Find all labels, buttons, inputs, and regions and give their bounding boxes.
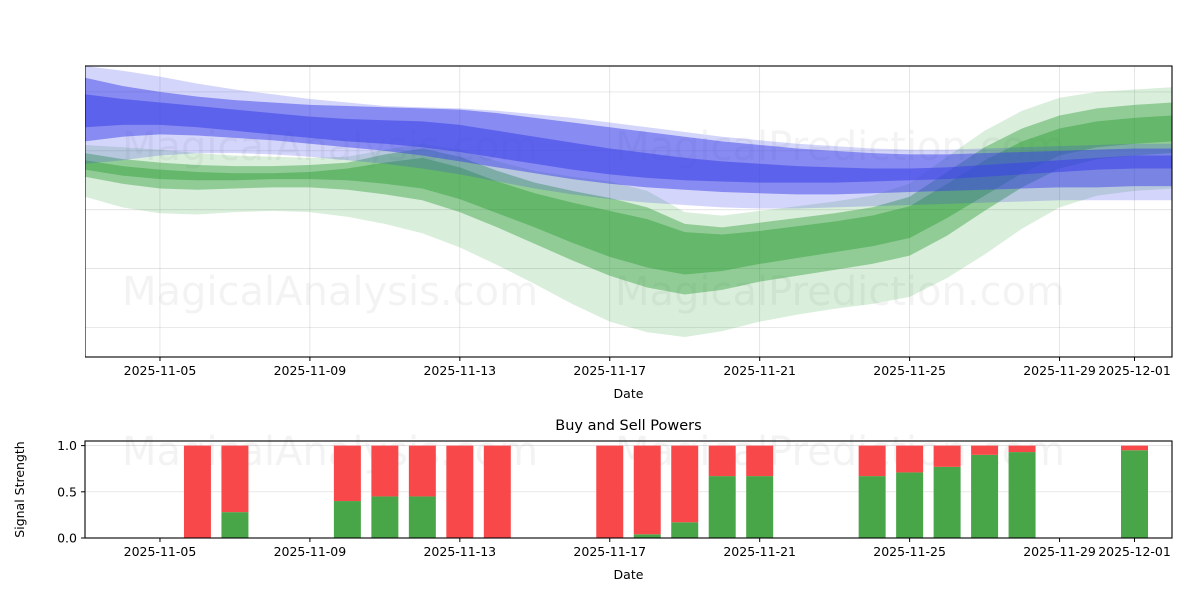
sell-power-bar — [221, 445, 249, 513]
sell-power-bar — [408, 445, 436, 497]
x-tick-label: 2025-11-29 — [1023, 544, 1096, 559]
x-tick-label: 2025-11-05 — [124, 544, 197, 559]
trend-band-blue-inner — [85, 94, 1172, 183]
x-tick-label: 2025-12-01 — [1098, 363, 1171, 378]
sell-power-bar — [633, 445, 661, 535]
buy-power-bar — [671, 522, 699, 538]
x-tick-label: 2025-11-17 — [573, 363, 646, 378]
sell-power-bar — [333, 445, 361, 502]
sell-power-bar — [446, 445, 474, 538]
buy-power-bar — [746, 476, 774, 538]
y-tick-label: 1.0 — [57, 438, 77, 453]
sell-power-bar — [671, 445, 699, 523]
sell-power-bar — [596, 445, 624, 538]
sell-power-bar — [896, 445, 924, 473]
buy-power-bar — [371, 496, 399, 538]
x-tick-label: 2025-11-25 — [873, 363, 946, 378]
x-tick-label: 2025-11-13 — [423, 544, 496, 559]
trend-band-green-core — [85, 102, 1172, 295]
plot-mask — [1172, 410, 1200, 600]
x-tick-label: 2025-11-05 — [124, 363, 197, 378]
subplot-title: Buy and Sell Powers — [555, 418, 701, 434]
buy-power-bar — [858, 476, 886, 538]
x-axis-label: Date — [614, 386, 644, 401]
sell-power-bar — [858, 445, 886, 477]
sell-power-bar — [183, 445, 211, 538]
buy-power-bar — [896, 472, 924, 538]
x-tick-label: 2025-12-01 — [1098, 544, 1171, 559]
sell-power-bar — [483, 445, 511, 538]
buy-power-bar — [971, 454, 999, 538]
watermark-text: MagicalAnalysis.com — [122, 269, 538, 315]
buy-power-bar — [933, 466, 961, 538]
buy-power-bar — [1121, 450, 1149, 538]
trend-band-green-outer — [85, 87, 1172, 337]
x-tick-label: 2025-11-09 — [274, 544, 347, 559]
x-tick-label: 2025-11-25 — [873, 544, 946, 559]
x-tick-label: 2025-11-09 — [274, 363, 347, 378]
plot-border — [84, 440, 1173, 539]
y-tick-label: 0.0 — [57, 531, 77, 546]
sell-power-bar — [1121, 445, 1149, 451]
x-axis-label: Date — [614, 567, 644, 582]
sell-power-bar — [971, 445, 999, 455]
x-tick-label: 2025-11-21 — [723, 363, 796, 378]
plot-mask — [0, 0, 1200, 66]
buy-power-bar — [408, 496, 436, 538]
buy-power-bar — [221, 512, 249, 538]
sell-power-bar — [708, 445, 736, 477]
x-tick-label: 2025-11-17 — [573, 544, 646, 559]
buy-power-bar — [633, 534, 661, 538]
x-tick-label: 2025-11-29 — [1023, 363, 1096, 378]
buy-power-bar — [1008, 452, 1036, 538]
plot-mask — [0, 0, 85, 600]
y-axis-label: Signal Strength — [12, 441, 27, 537]
watermark-text: MagicalPrediction.com — [615, 269, 1065, 315]
sell-power-bar — [746, 445, 774, 477]
x-tick-label: 2025-11-13 — [423, 363, 496, 378]
x-tick-label: 2025-11-21 — [723, 544, 796, 559]
sell-power-bar — [933, 445, 961, 467]
buy-power-bar — [708, 476, 736, 538]
sell-power-bar — [1008, 445, 1036, 453]
sell-power-bar — [371, 445, 399, 497]
buy-power-bar — [333, 501, 361, 538]
y-tick-label: 0.5 — [57, 484, 77, 499]
trend-band-green-inner — [85, 115, 1172, 275]
trend-band-blue-core — [85, 77, 1172, 195]
